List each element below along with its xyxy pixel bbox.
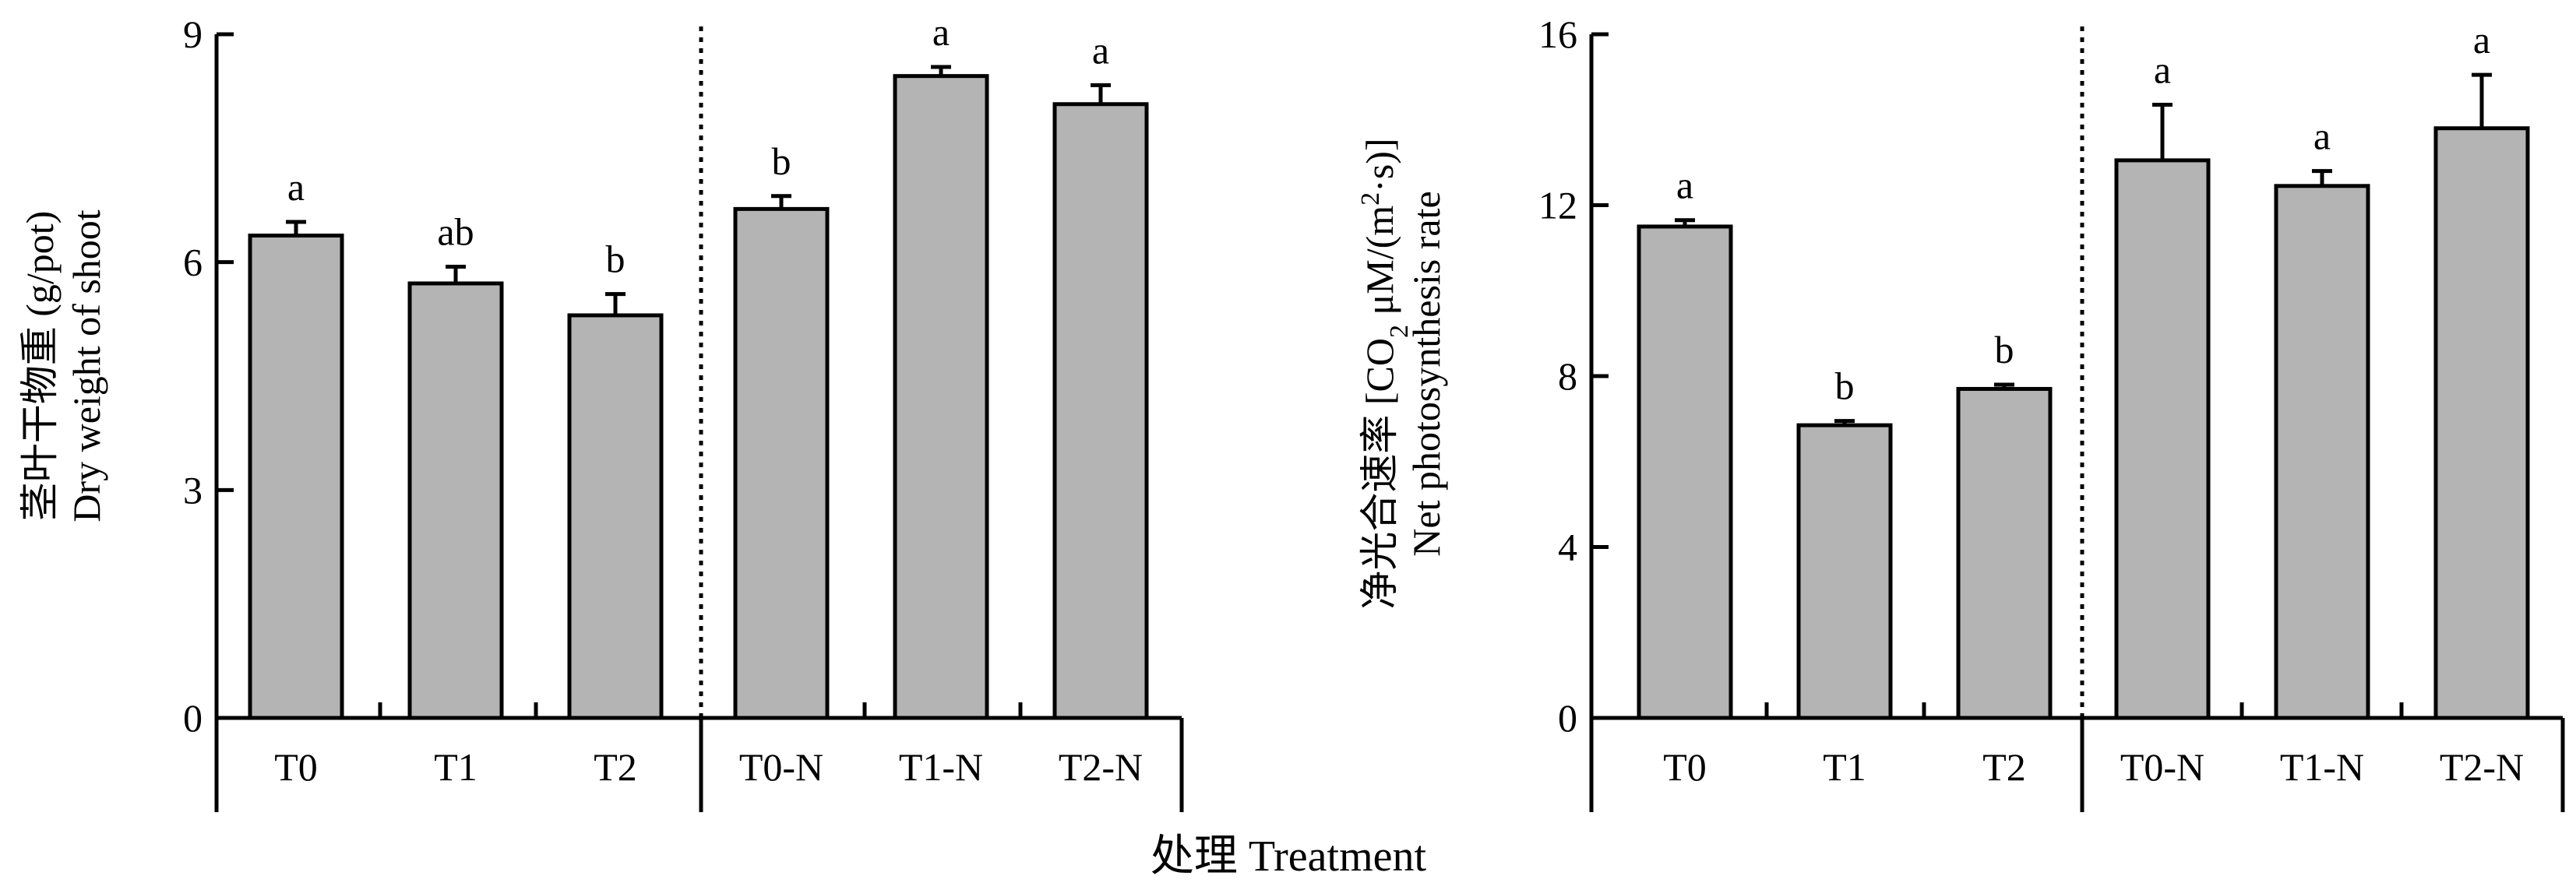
right-significance-T1: b bbox=[1835, 364, 1855, 408]
left-category-label-T0: T0 bbox=[274, 745, 318, 789]
right-y-tick-label: 4 bbox=[1558, 526, 1577, 569]
left-y-tick-label: 0 bbox=[183, 696, 203, 740]
left-significance-T2: b bbox=[606, 237, 625, 281]
right-ylabel-cn: 净光合速率 [CO2 μM/(m2·s)] bbox=[1356, 138, 1414, 609]
left-category-label-T0-N: T0-N bbox=[739, 745, 823, 789]
left-bar-T0 bbox=[248, 234, 344, 720]
right-bar-T1 bbox=[1796, 423, 1893, 720]
left-significance-T2-N: a bbox=[1092, 28, 1109, 72]
right-significance-T0-N: a bbox=[2154, 48, 2171, 92]
left-significance-T1-N: a bbox=[932, 10, 950, 54]
right-bar-T2-N bbox=[2433, 126, 2530, 720]
right-y-tick-label: 0 bbox=[1558, 696, 1577, 740]
left-ylabel-cn: 茎叶干物重 (g/pot) bbox=[18, 211, 62, 522]
right-category-label-T2-N: T2-N bbox=[2440, 745, 2524, 789]
left-category-label-T2-N: T2-N bbox=[1059, 745, 1143, 789]
right-category-label-T0-N: T0-N bbox=[2120, 745, 2204, 789]
right-bar-T1-N bbox=[2274, 184, 2370, 720]
right-category-label-T0: T0 bbox=[1663, 745, 1707, 789]
chart-dry-weight: 0 3 6 9 a T0 ab T1 b T2 b T0-N a T1-N a T2-N bbox=[183, 10, 1184, 812]
chart-photosynthesis: 0 4 8 12 16 a T0 b T1 b T2 a T0-N a T1-N a T2-N bbox=[1538, 12, 2565, 812]
left-bar-T0-N bbox=[733, 206, 830, 720]
right-bar-T0-N bbox=[2114, 158, 2211, 720]
left-category-label-T1-N: T1-N bbox=[899, 745, 983, 789]
right-category-label-T1: T1 bbox=[1823, 745, 1866, 789]
left-category-label-T2: T2 bbox=[594, 745, 637, 789]
left-y-tick-label: 3 bbox=[183, 468, 203, 512]
right-significance-T2-N: a bbox=[2473, 18, 2490, 62]
right-category-label-T2: T2 bbox=[1982, 745, 2026, 789]
left-bar-T2 bbox=[567, 313, 664, 720]
right-significance-T1-N: a bbox=[2313, 114, 2331, 158]
left-significance-T1: ab bbox=[437, 210, 474, 254]
left-y-tick-label: 6 bbox=[183, 241, 203, 284]
left-significance-T0: a bbox=[287, 165, 305, 209]
right-y-tick-label: 8 bbox=[1558, 354, 1577, 398]
right-bar-T0 bbox=[1637, 224, 1733, 720]
left-y-tick-label: 9 bbox=[183, 12, 203, 56]
right-y-tick-label: 16 bbox=[1538, 12, 1577, 56]
left-bar-T1 bbox=[407, 281, 504, 720]
right-y-tick-label: 12 bbox=[1538, 184, 1577, 227]
left-significance-T0-N: b bbox=[772, 139, 791, 183]
right-bar-T2 bbox=[1956, 386, 2053, 720]
right-ylabel-en: Net photosynthesis rate bbox=[1404, 191, 1448, 556]
left-bar-T2-N bbox=[1052, 102, 1149, 720]
left-category-label-T1: T1 bbox=[434, 745, 477, 789]
right-category-label-T1-N: T1-N bbox=[2280, 745, 2364, 789]
right-significance-T2: b bbox=[1995, 328, 2014, 371]
left-bar-T1-N bbox=[893, 74, 989, 720]
left-ylabel-en: Dry weight of shoot bbox=[65, 209, 108, 522]
right-significance-T0: a bbox=[1676, 164, 1693, 207]
x-axis-title: 处理 Treatment bbox=[1151, 832, 1427, 881]
